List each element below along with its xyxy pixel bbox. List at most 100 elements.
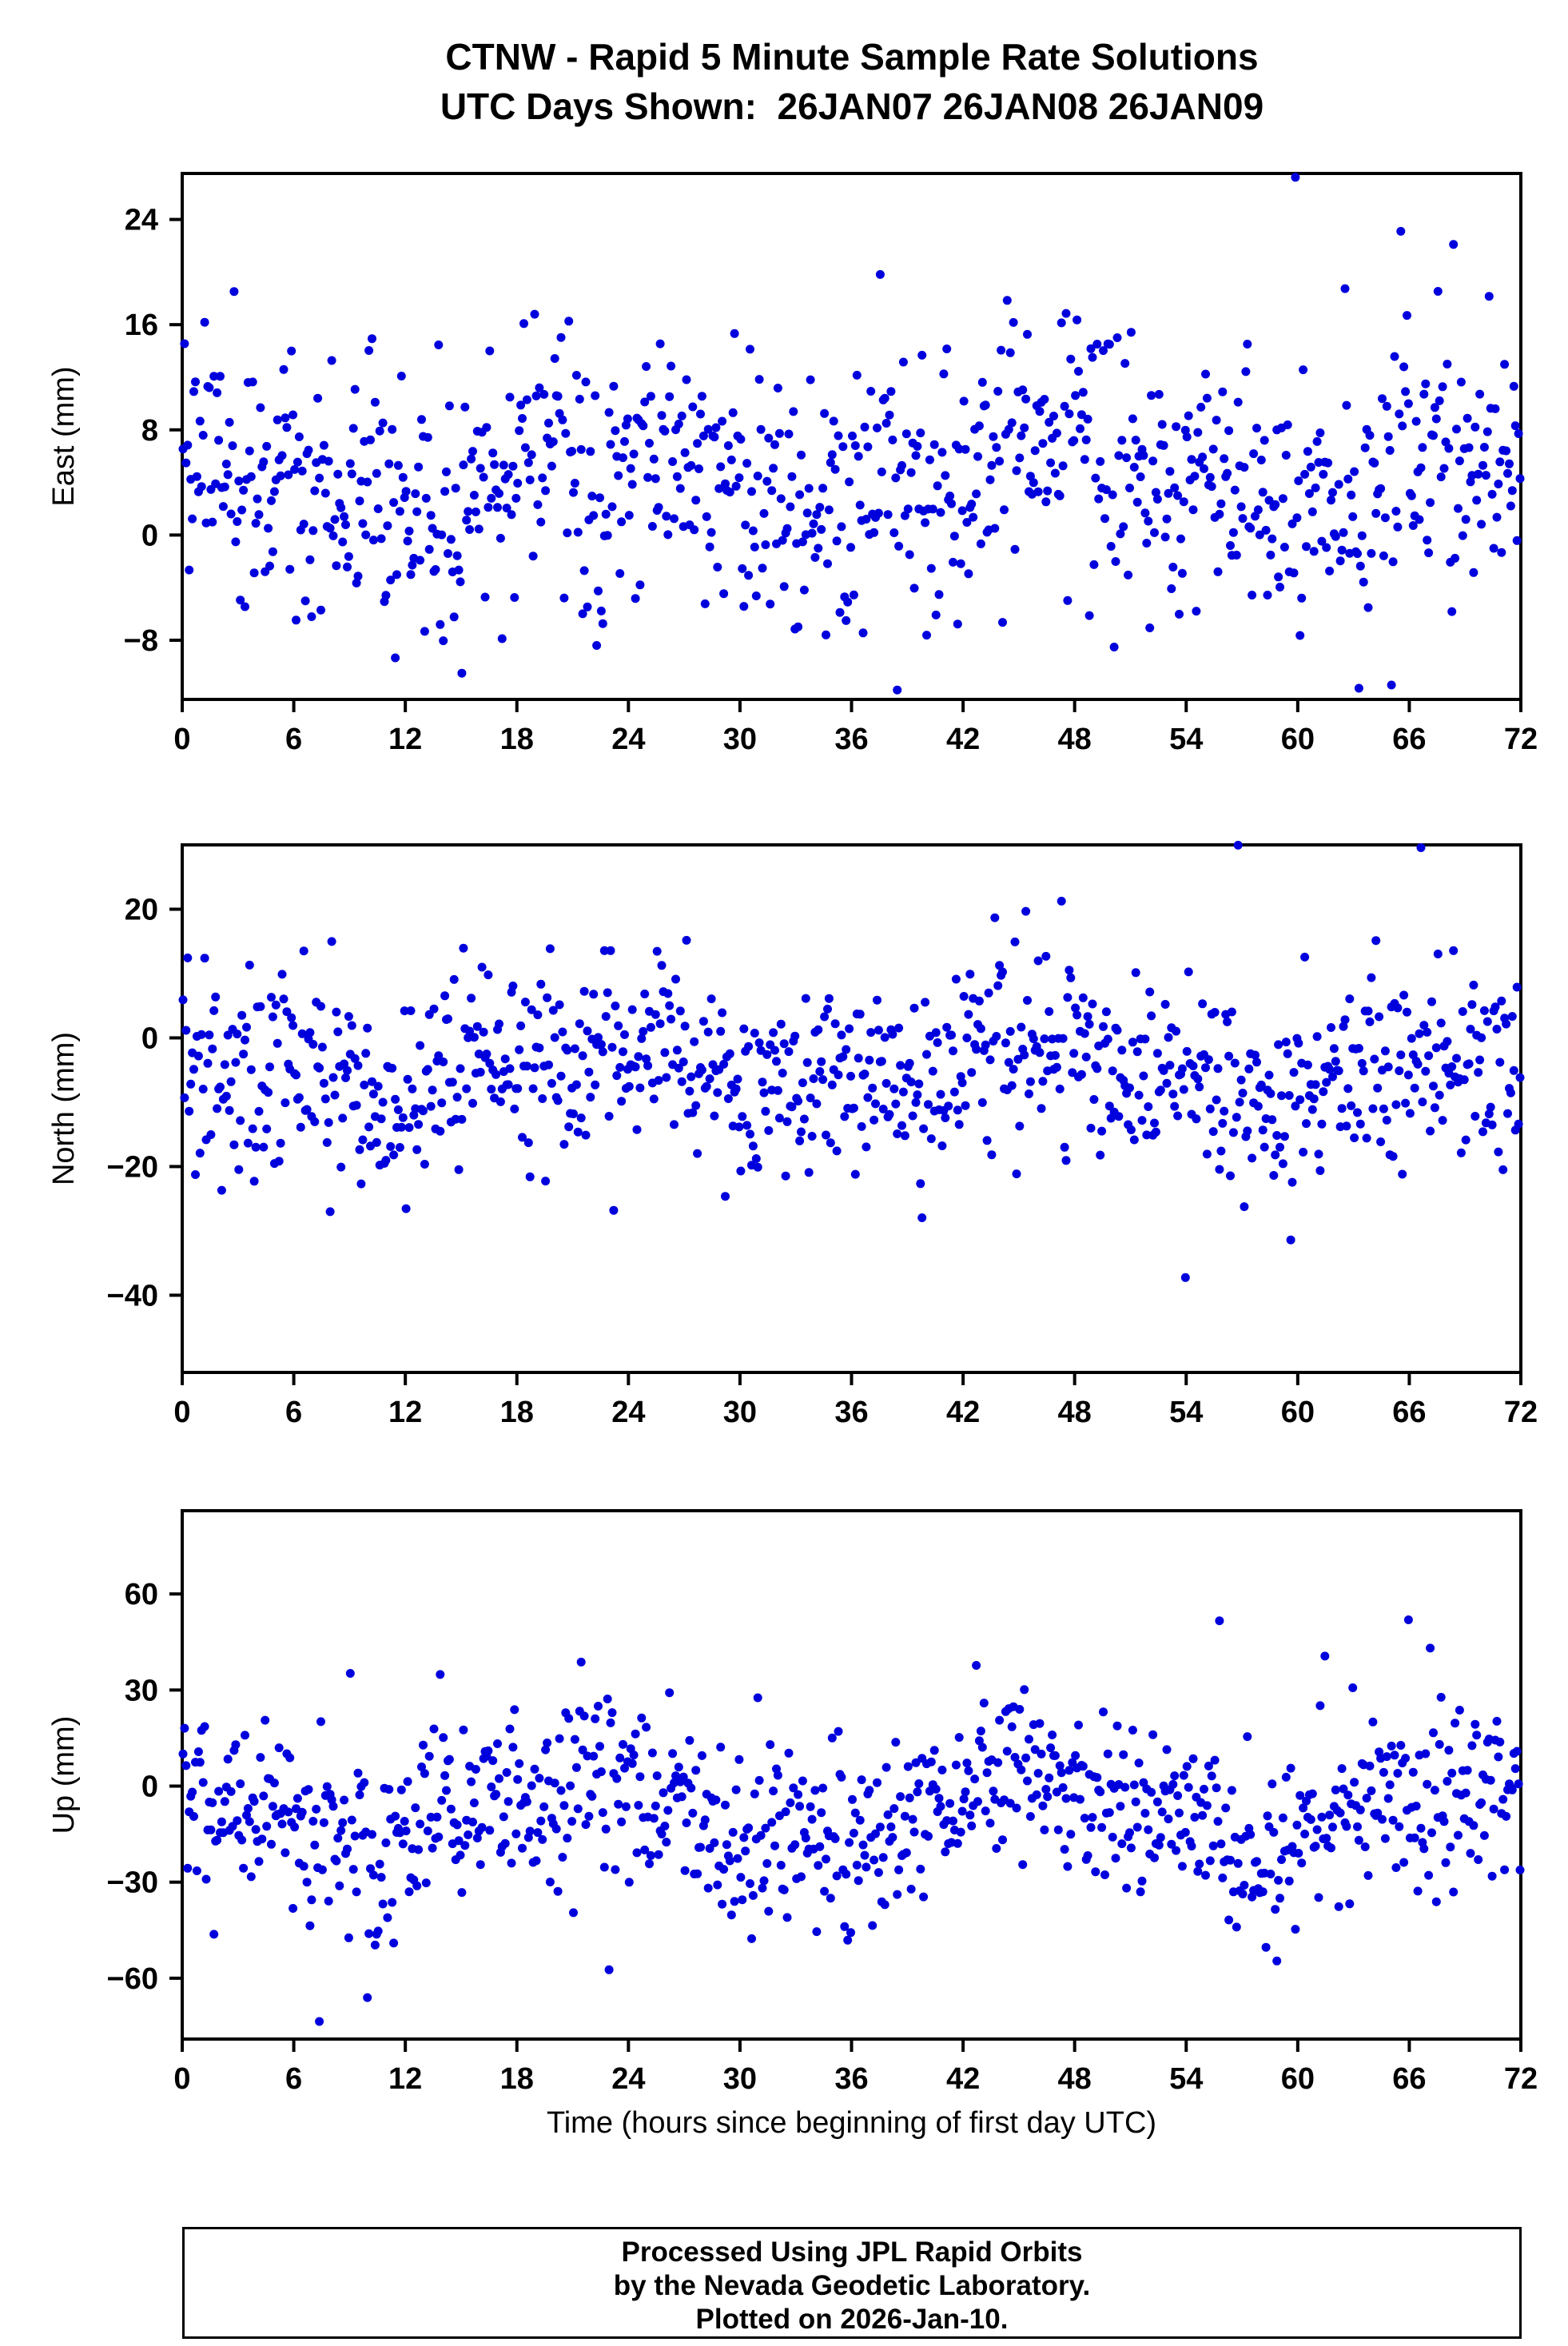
data-point bbox=[1337, 1764, 1347, 1774]
data-point bbox=[1020, 1050, 1029, 1060]
data-point bbox=[595, 493, 604, 503]
data-point bbox=[1132, 1047, 1142, 1057]
data-point bbox=[657, 1830, 667, 1838]
data-point bbox=[911, 1097, 921, 1107]
data-point bbox=[186, 1079, 196, 1089]
data-point bbox=[1164, 488, 1173, 498]
data-point bbox=[663, 530, 673, 540]
data-point bbox=[1213, 1064, 1223, 1073]
data-point bbox=[1347, 490, 1356, 500]
x-tick-label: 66 bbox=[1392, 723, 1426, 756]
data-point bbox=[1274, 1040, 1283, 1050]
data-point bbox=[754, 1775, 764, 1785]
data-point bbox=[767, 1818, 777, 1827]
data-point bbox=[467, 1777, 476, 1786]
data-point bbox=[1140, 1809, 1150, 1818]
data-point bbox=[335, 1881, 344, 1890]
data-point bbox=[1023, 996, 1032, 1005]
data-point bbox=[444, 401, 454, 411]
data-point bbox=[528, 552, 538, 561]
data-point bbox=[753, 472, 762, 480]
data-point bbox=[1200, 464, 1208, 473]
data-point bbox=[665, 1001, 675, 1010]
data-point bbox=[973, 1797, 982, 1806]
data-point bbox=[368, 1077, 376, 1086]
data-point bbox=[1111, 557, 1120, 566]
data-point bbox=[368, 1870, 378, 1880]
data-point bbox=[1479, 1006, 1489, 1015]
data-point bbox=[1260, 436, 1269, 445]
data-point bbox=[926, 1134, 936, 1144]
data-point bbox=[249, 1177, 259, 1186]
data-point bbox=[1004, 1057, 1013, 1067]
x-tick-label: 36 bbox=[834, 723, 868, 756]
data-point bbox=[878, 1105, 888, 1113]
data-point bbox=[208, 1798, 217, 1807]
data-point bbox=[1306, 462, 1315, 472]
data-point bbox=[858, 628, 868, 638]
data-point bbox=[769, 1786, 778, 1796]
data-point bbox=[428, 1843, 437, 1853]
data-point bbox=[654, 1850, 663, 1859]
data-point bbox=[392, 570, 401, 580]
data-point bbox=[649, 1094, 659, 1104]
data-point bbox=[1281, 451, 1291, 460]
data-point bbox=[1081, 1052, 1091, 1061]
data-point bbox=[1040, 1034, 1049, 1044]
data-point bbox=[1033, 956, 1043, 966]
data-point bbox=[635, 1772, 645, 1782]
data-point bbox=[209, 372, 219, 381]
data-point bbox=[188, 1787, 197, 1797]
data-point bbox=[1475, 389, 1485, 399]
data-point bbox=[1419, 1021, 1429, 1030]
data-point bbox=[1319, 1087, 1328, 1097]
data-point bbox=[1210, 1008, 1220, 1017]
data-point bbox=[1367, 548, 1376, 558]
data-point bbox=[279, 364, 289, 374]
data-point bbox=[417, 415, 426, 424]
data-point bbox=[370, 397, 380, 407]
data-point bbox=[1083, 1012, 1092, 1022]
data-point bbox=[947, 1030, 956, 1040]
data-point bbox=[1492, 1025, 1502, 1034]
data-point bbox=[688, 1808, 698, 1818]
data-point bbox=[917, 1213, 927, 1222]
data-point bbox=[668, 1749, 678, 1759]
data-point bbox=[1512, 536, 1522, 545]
data-point bbox=[646, 1850, 655, 1860]
data-point bbox=[767, 486, 777, 496]
data-point bbox=[1205, 1104, 1215, 1113]
data-point bbox=[852, 370, 862, 380]
data-point bbox=[1002, 296, 1012, 305]
data-point bbox=[310, 1840, 320, 1850]
data-point bbox=[1240, 1202, 1249, 1212]
data-point bbox=[484, 970, 493, 980]
data-point bbox=[471, 507, 480, 516]
data-point bbox=[195, 1149, 205, 1158]
data-point bbox=[794, 1097, 803, 1105]
data-point bbox=[343, 1065, 352, 1075]
data-point bbox=[1029, 1034, 1038, 1044]
data-point bbox=[1015, 1705, 1025, 1714]
data-point bbox=[1424, 1870, 1434, 1880]
data-point bbox=[1068, 1068, 1077, 1077]
data-point bbox=[1383, 432, 1393, 441]
data-point bbox=[961, 444, 970, 454]
data-point bbox=[990, 524, 1000, 533]
data-point bbox=[854, 1054, 863, 1063]
x-tick-label: 30 bbox=[723, 1396, 757, 1429]
data-point bbox=[722, 1840, 731, 1850]
data-point bbox=[1224, 426, 1234, 436]
data-point bbox=[375, 426, 384, 436]
data-point bbox=[1230, 485, 1240, 495]
data-point bbox=[714, 484, 724, 493]
data-point bbox=[1403, 1615, 1413, 1624]
data-point bbox=[1236, 502, 1246, 512]
x-tick-label: 66 bbox=[1392, 2062, 1426, 2096]
data-point bbox=[941, 1113, 950, 1122]
data-point bbox=[827, 1733, 837, 1743]
data-point bbox=[1498, 1794, 1508, 1804]
data-point bbox=[310, 486, 320, 496]
data-point bbox=[1443, 1037, 1452, 1046]
data-point bbox=[911, 1758, 921, 1767]
